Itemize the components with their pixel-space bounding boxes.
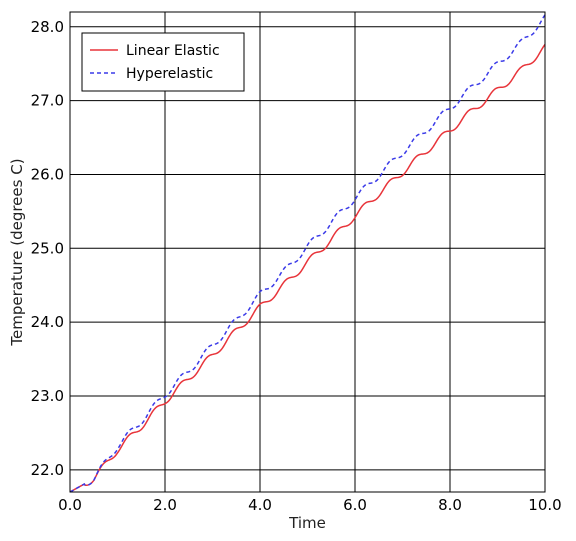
y-axis-title: Temperature (degrees C) — [8, 158, 26, 346]
tick-labels: 0.0 2.0 4.0 6.0 8.0 10.0 22.0 23.0 24.0 25.0 26.0 2… — [31, 18, 562, 514]
x-axis-title: Time — [288, 514, 326, 532]
series-layer — [69, 14, 546, 493]
series-line-linear-elastic — [69, 43, 546, 493]
x-tick-label: 0.0 — [58, 496, 82, 514]
x-tick-label: 8.0 — [438, 496, 462, 514]
series-line-hyperelastic — [69, 14, 546, 493]
y-tick-label: 22.0 — [31, 461, 64, 479]
y-tick-label: 23.0 — [31, 387, 64, 405]
legend-label: Hyperelastic — [126, 66, 213, 82]
grid-lines — [69, 12, 546, 492]
y-tick-label: 24.0 — [31, 313, 64, 331]
y-tick-label: 28.0 — [31, 18, 64, 36]
y-tick-label: 25.0 — [31, 239, 64, 257]
legend-box — [81, 32, 245, 92]
x-tick-label: 10.0 — [528, 496, 561, 514]
legend-label: Linear Elastic — [126, 43, 220, 59]
y-tick-label: 26.0 — [31, 165, 64, 183]
legend: Linear Elastic Hyperelastic — [81, 32, 245, 92]
y-tick-label: 27.0 — [31, 92, 64, 110]
x-tick-label: 6.0 — [343, 496, 367, 514]
x-tick-label: 2.0 — [153, 496, 177, 514]
plot-frame — [69, 11, 546, 493]
x-tick-label: 4.0 — [248, 496, 272, 514]
